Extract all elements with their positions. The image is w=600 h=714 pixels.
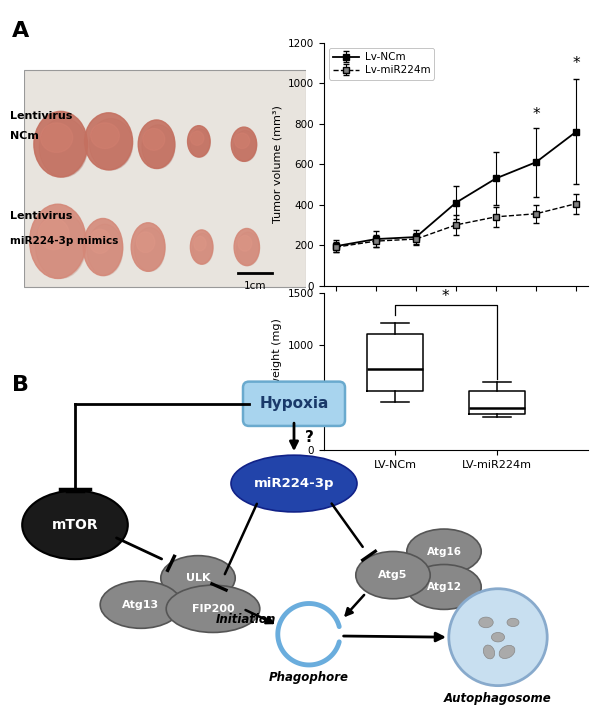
Ellipse shape bbox=[193, 233, 213, 264]
Ellipse shape bbox=[131, 223, 165, 271]
Text: Phagophore: Phagophore bbox=[269, 671, 349, 685]
Ellipse shape bbox=[479, 617, 493, 628]
Text: Autophagosome: Autophagosome bbox=[444, 692, 552, 705]
Legend: Lv-NCm, Lv-miR224m: Lv-NCm, Lv-miR224m bbox=[329, 48, 434, 79]
FancyBboxPatch shape bbox=[24, 70, 306, 287]
Text: miR224-3p: miR224-3p bbox=[254, 477, 334, 490]
Ellipse shape bbox=[238, 236, 252, 251]
Ellipse shape bbox=[100, 581, 182, 628]
Ellipse shape bbox=[499, 645, 515, 658]
Ellipse shape bbox=[22, 491, 128, 559]
Text: *: * bbox=[442, 289, 449, 304]
Text: Lentivirus: Lentivirus bbox=[10, 211, 72, 221]
Ellipse shape bbox=[29, 204, 86, 278]
Text: Lentivirus: Lentivirus bbox=[10, 111, 72, 121]
Text: Atg13: Atg13 bbox=[122, 600, 160, 610]
Ellipse shape bbox=[407, 565, 481, 610]
Ellipse shape bbox=[507, 618, 519, 627]
Text: Initiation: Initiation bbox=[216, 613, 276, 626]
Y-axis label: Tumor volume (mm³): Tumor volume (mm³) bbox=[272, 105, 283, 223]
Ellipse shape bbox=[188, 126, 210, 157]
Text: A: A bbox=[12, 21, 29, 41]
Circle shape bbox=[449, 589, 547, 685]
Ellipse shape bbox=[143, 129, 165, 150]
Ellipse shape bbox=[236, 232, 259, 266]
Ellipse shape bbox=[356, 551, 430, 599]
Text: 1cm: 1cm bbox=[244, 281, 266, 291]
Ellipse shape bbox=[34, 111, 88, 177]
Ellipse shape bbox=[484, 645, 494, 659]
Ellipse shape bbox=[41, 123, 73, 152]
Ellipse shape bbox=[231, 127, 257, 161]
Text: Atg5: Atg5 bbox=[379, 570, 407, 580]
Text: FIP200: FIP200 bbox=[191, 604, 235, 614]
Text: Atg16: Atg16 bbox=[427, 546, 461, 556]
Ellipse shape bbox=[35, 211, 86, 278]
Ellipse shape bbox=[39, 118, 88, 177]
Ellipse shape bbox=[234, 131, 257, 161]
Y-axis label: Tumor weight (mg): Tumor weight (mg) bbox=[272, 318, 283, 424]
Text: *: * bbox=[532, 107, 540, 122]
Ellipse shape bbox=[138, 120, 175, 169]
X-axis label: Time(days): Time(days) bbox=[423, 311, 489, 324]
Text: miR224-3p mimics: miR224-3p mimics bbox=[10, 236, 118, 246]
Ellipse shape bbox=[234, 228, 259, 266]
Text: Hypoxia: Hypoxia bbox=[259, 396, 329, 411]
Ellipse shape bbox=[142, 125, 175, 169]
Text: Atg12: Atg12 bbox=[427, 582, 461, 592]
Ellipse shape bbox=[190, 230, 213, 264]
Text: *: * bbox=[572, 56, 580, 71]
Ellipse shape bbox=[136, 232, 155, 253]
Ellipse shape bbox=[91, 123, 119, 149]
Ellipse shape bbox=[38, 218, 69, 250]
Ellipse shape bbox=[231, 456, 357, 512]
Ellipse shape bbox=[235, 133, 250, 149]
Text: mTOR: mTOR bbox=[52, 518, 98, 532]
Ellipse shape bbox=[190, 131, 204, 145]
Ellipse shape bbox=[83, 218, 123, 276]
FancyBboxPatch shape bbox=[243, 381, 345, 426]
Ellipse shape bbox=[161, 555, 235, 600]
Ellipse shape bbox=[190, 129, 210, 157]
Ellipse shape bbox=[87, 224, 123, 276]
Text: ULK: ULK bbox=[186, 573, 210, 583]
Ellipse shape bbox=[491, 633, 505, 642]
Ellipse shape bbox=[194, 236, 206, 251]
Ellipse shape bbox=[85, 113, 133, 170]
Ellipse shape bbox=[407, 529, 481, 574]
Text: ?: ? bbox=[305, 430, 314, 445]
Ellipse shape bbox=[89, 229, 111, 253]
Text: B: B bbox=[12, 375, 29, 395]
Text: NCm: NCm bbox=[10, 131, 39, 141]
Ellipse shape bbox=[134, 228, 165, 271]
Ellipse shape bbox=[166, 585, 260, 633]
Ellipse shape bbox=[89, 119, 133, 170]
